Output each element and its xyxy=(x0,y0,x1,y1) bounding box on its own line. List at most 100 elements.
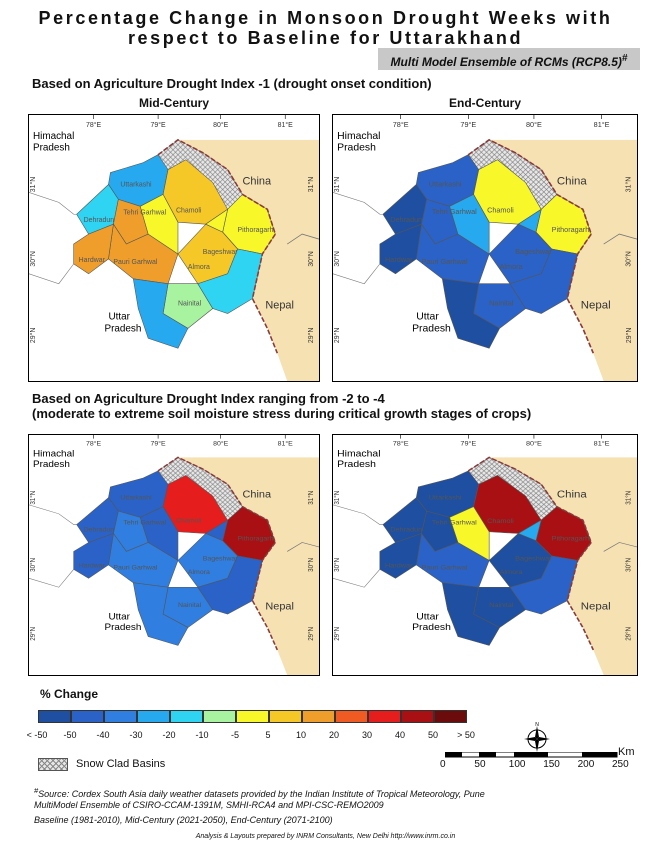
district-label: Chamoli xyxy=(487,206,514,214)
source-line-1: #Source: Cordex South Asia daily weather… xyxy=(34,784,634,801)
ensemble-label: Multi Model Ensemble of RCMs (RCP8.5) xyxy=(390,55,622,69)
himachal-label: Himachal xyxy=(33,449,74,459)
lat-tick-label: 31°N xyxy=(333,177,341,193)
compass-n-label: N xyxy=(535,722,539,728)
legend-label: 40 xyxy=(394,730,405,740)
legend-label: 10 xyxy=(295,730,306,740)
lon-tick-label: 81°E xyxy=(594,440,610,447)
scale-tick: 100 xyxy=(508,759,526,770)
source-line-2: MultiModel Ensemble of CSIRO-CCAM-1391M,… xyxy=(34,800,384,810)
lat-tick-label: 29°N xyxy=(333,328,341,344)
uttar-label: Pradesh xyxy=(412,623,451,633)
lat-tick-label: 31°N xyxy=(625,177,633,193)
himachal-label: Himachal xyxy=(337,131,380,142)
district-region xyxy=(108,532,179,588)
scale-tick: 200 xyxy=(577,759,595,770)
map-end-century-index1: 78°E 79°E 80°E 81°E 31°N 31°N 30°N 30°N 29°N 29°N… xyxy=(332,114,638,382)
district-region xyxy=(449,194,490,255)
himachal-label: Pradesh xyxy=(337,460,376,470)
lat-tick-label: 31°N xyxy=(624,491,633,505)
source-mark: # xyxy=(34,786,39,795)
district-label: Pauri Garhwal xyxy=(113,565,158,572)
district-label: Chamoli xyxy=(487,518,514,524)
uttar-label: Pradesh xyxy=(104,323,141,334)
lat-tick-label: 30°N xyxy=(333,251,341,267)
district-label: Pithoragarh xyxy=(238,536,274,543)
uttar-label: Pradesh xyxy=(104,623,141,633)
district-label: Dehradun xyxy=(390,216,422,224)
ensemble-badge: Multi Model Ensemble of RCMs (RCP8.5)# xyxy=(378,48,640,70)
district-label: Nainital xyxy=(178,301,202,308)
district-label: Pauri Garhwal xyxy=(113,259,157,266)
map-mid-century-index2: 78°E 79°E 80°E 81°E 31°N 31°N 30°N 30°N 29°N 29°N… xyxy=(28,434,320,676)
lat-tick-label: 29°N xyxy=(624,627,633,641)
scale-tick: 150 xyxy=(543,759,560,770)
lat-tick-label: 30°N xyxy=(29,251,37,267)
lat-tick-label: 30°N xyxy=(29,558,37,572)
lat-tick-label: 30°N xyxy=(307,558,315,572)
map-end-century-index2: 78°E 79°E 80°E 81°E 31°N 31°N 30°N 30°N 29°N 29°N… xyxy=(332,434,638,676)
district-label: Hardwar xyxy=(79,257,106,264)
district-region xyxy=(132,278,189,349)
district-label: Pauri Garhwal xyxy=(421,258,468,266)
legend-swatch xyxy=(434,710,467,723)
legend-label: 50 xyxy=(427,730,438,740)
lon-tick-label: 80°E xyxy=(213,121,228,129)
himachal-label: Pradesh xyxy=(33,460,70,470)
district-label: Almora xyxy=(188,569,210,576)
scale-tick: 250 xyxy=(612,759,629,770)
district-label: Uttarkashi xyxy=(429,181,462,189)
district-region xyxy=(415,223,490,285)
legend-labels: < -50 -50 -40 -30 -20 -10 -5 5 10 20 30 40 50 > 50 xyxy=(26,730,475,742)
legend-swatch xyxy=(302,710,335,723)
district-region xyxy=(73,223,114,275)
district-label: Bageshwar xyxy=(203,556,239,563)
district-label: Uttarkashi xyxy=(120,181,152,188)
district-label: Hardwar xyxy=(79,563,106,570)
china-label: China xyxy=(557,176,588,188)
lat-tick-label: 30°N xyxy=(307,251,315,267)
credit-line: Analysis & Layouts prepared by INRM Cons… xyxy=(195,833,456,840)
lon-tick-label: 80°E xyxy=(526,121,542,129)
legend-label: > 50 xyxy=(457,730,475,740)
legend-label: < -50 xyxy=(26,730,48,740)
himachal-label: Himachal xyxy=(337,449,380,459)
title-line-2: respect to Baseline for Uttarakhand xyxy=(127,28,524,48)
lon-tick-label: 79°E xyxy=(151,121,166,129)
china-label: China xyxy=(557,489,587,500)
nepal-label: Nepal xyxy=(265,300,294,312)
china-label: China xyxy=(243,490,272,500)
district-label: Tehri Garhwal xyxy=(432,208,477,216)
district-label: Almora xyxy=(500,263,523,271)
lat-tick-label: 29°N xyxy=(307,328,315,344)
district-region xyxy=(441,278,500,349)
lat-tick-label: 29°N xyxy=(29,627,37,641)
district-label: Bageshwar xyxy=(515,556,552,562)
district-label: Dehradun xyxy=(84,217,115,224)
legend-label: 20 xyxy=(328,730,339,740)
legend-label: -50 xyxy=(63,730,77,740)
legend-label: -10 xyxy=(195,730,209,740)
district-region xyxy=(108,223,179,285)
district-label: Bageshwar xyxy=(515,248,552,256)
lat-tick-label: 31°N xyxy=(29,177,37,193)
legend-label: 5 xyxy=(265,730,271,740)
district-label: Chamoli xyxy=(176,518,202,525)
district-label: Pithoragarh xyxy=(552,536,590,542)
legend-color-bar xyxy=(38,710,467,723)
district-label: Nainital xyxy=(489,602,514,608)
ensemble-sup: # xyxy=(621,53,628,64)
lon-tick-label: 81°E xyxy=(278,121,293,129)
district-region xyxy=(139,506,179,561)
legend-swatch xyxy=(104,710,137,723)
himachal-label: Pradesh xyxy=(33,143,70,154)
legend-swatch xyxy=(203,710,236,723)
lon-tick-label: 80°E xyxy=(526,440,542,447)
lon-tick-label: 79°E xyxy=(151,440,167,448)
legend-swatch xyxy=(170,710,203,723)
legend-swatch xyxy=(269,710,302,723)
district-label: Tehri Garhwal xyxy=(123,520,166,527)
lon-tick-label: 78°E xyxy=(86,440,102,448)
lat-tick-label: 31°N xyxy=(307,177,315,193)
lat-tick-label: 29°N xyxy=(307,627,315,641)
